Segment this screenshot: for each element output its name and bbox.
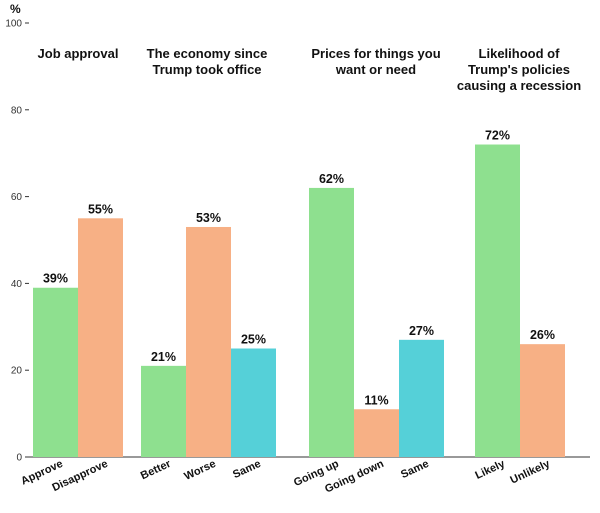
bar-value-label: 55% <box>88 202 113 216</box>
group-title: Likelihood of Trump's policies causing a r… <box>457 46 581 93</box>
category-label: Same <box>399 458 431 481</box>
bar <box>309 187 354 458</box>
group-title-line: Likelihood of <box>479 46 561 61</box>
group-title-line: Prices for things you <box>311 46 440 61</box>
bar-value-label: 39% <box>43 272 68 286</box>
group-title-line: Trump took office <box>152 62 261 77</box>
group-title: The economy since Trump took office <box>147 46 268 77</box>
group-titles: Job approval The economy since Trump took … <box>38 46 582 93</box>
bar-value-label: 25% <box>241 333 266 347</box>
bar-value-label: 72% <box>485 129 510 143</box>
group-title: Prices for things you want or need <box>311 46 440 77</box>
y-tick-label: 80 <box>11 105 23 116</box>
bar <box>186 226 231 457</box>
value-labels: 39% 55% 21% 53% 25% 62% 11% 27% 72% 26% <box>43 129 555 408</box>
category-label: Likely <box>473 457 507 481</box>
bar-value-label: 62% <box>319 172 344 186</box>
bar <box>141 365 186 457</box>
bar-value-label: 26% <box>530 328 555 342</box>
category-label: Unlikely <box>508 457 552 486</box>
bar <box>78 218 123 457</box>
y-tick-label: 40 <box>11 279 23 290</box>
group-title-line: Trump's policies <box>468 62 570 77</box>
group-title-line: The economy since <box>147 46 268 61</box>
bar-value-label: 27% <box>409 324 434 338</box>
bar <box>231 348 276 457</box>
bar-value-label: 53% <box>196 211 221 225</box>
bar <box>354 409 399 457</box>
group-title-line: causing a recession <box>457 78 581 93</box>
group-title: Job approval <box>38 46 119 61</box>
bar <box>475 144 520 457</box>
y-tick-label: 60 <box>11 192 23 203</box>
y-tick-label: 0 <box>16 453 22 464</box>
bars <box>33 144 565 458</box>
y-axis-unit-label: % <box>10 2 21 16</box>
group-title-line: Job approval <box>38 46 119 61</box>
group-title-line: want or need <box>335 62 416 77</box>
y-tick-label: 100 <box>5 19 22 30</box>
bar-value-label: 21% <box>151 350 176 364</box>
bar <box>33 287 78 457</box>
category-label: Better <box>139 458 174 483</box>
bar <box>520 344 565 457</box>
bar <box>399 339 444 457</box>
y-tick-label: 20 <box>11 366 23 377</box>
category-label: Worse <box>182 458 217 483</box>
bar-value-label: 11% <box>364 393 388 407</box>
category-label: Same <box>231 458 263 481</box>
